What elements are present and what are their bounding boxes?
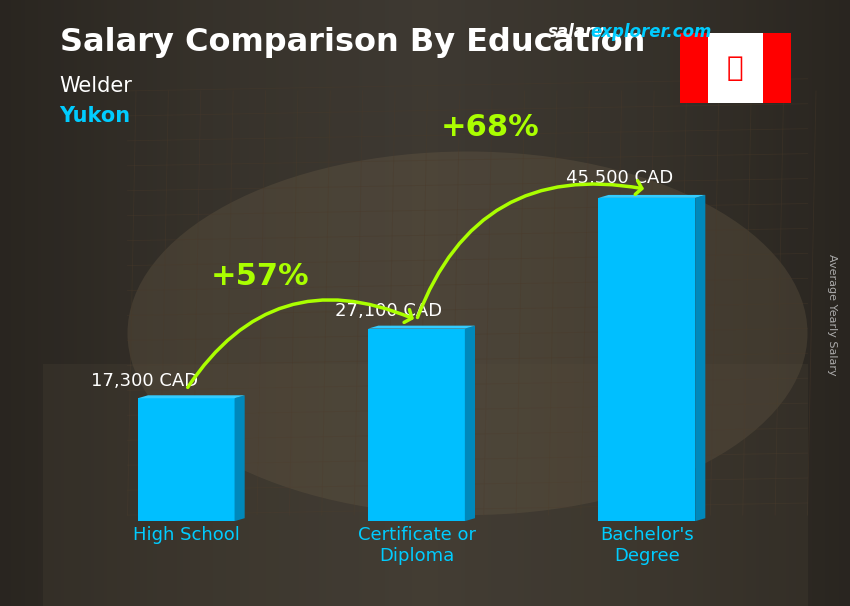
Text: Average Yearly Salary: Average Yearly Salary: [827, 255, 837, 376]
Bar: [680, 33, 707, 103]
Text: salary: salary: [548, 23, 605, 41]
Text: Salary Comparison By Education: Salary Comparison By Education: [60, 27, 645, 58]
Text: 45,500 CAD: 45,500 CAD: [565, 169, 673, 187]
Text: +68%: +68%: [441, 113, 540, 142]
Polygon shape: [695, 195, 706, 521]
Polygon shape: [235, 395, 245, 521]
Text: explorer.com: explorer.com: [591, 23, 712, 41]
Bar: [598, 198, 695, 521]
Text: 🍁: 🍁: [727, 54, 744, 82]
Text: Yukon: Yukon: [60, 106, 131, 126]
Bar: [763, 33, 791, 103]
Polygon shape: [465, 325, 475, 521]
Bar: [42, 364, 807, 606]
Ellipse shape: [128, 152, 808, 515]
Polygon shape: [138, 395, 245, 398]
Bar: [368, 328, 465, 521]
Polygon shape: [598, 195, 706, 198]
Text: Welder: Welder: [60, 76, 133, 96]
Bar: [138, 398, 235, 521]
Text: 17,300 CAD: 17,300 CAD: [91, 371, 198, 390]
Bar: [707, 33, 763, 103]
Text: +57%: +57%: [211, 262, 309, 291]
Polygon shape: [368, 325, 475, 328]
Text: 27,100 CAD: 27,100 CAD: [335, 302, 442, 320]
